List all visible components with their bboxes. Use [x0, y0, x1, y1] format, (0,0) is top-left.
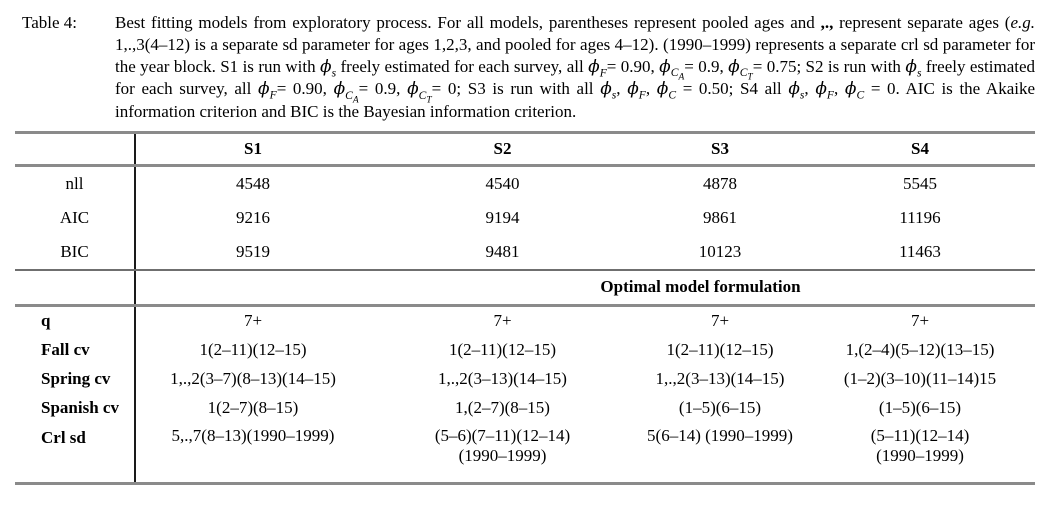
table-row-spanish-cv: Spanish cv 1(2–7)(8–15) 1,(2–7)(8–15) (1…: [15, 393, 1035, 423]
table-row-q: q 7+ 7+ 7+ 7+: [15, 305, 1035, 336]
phi-symbol: ϕCT: [728, 56, 753, 83]
phi-symbol: ϕF: [258, 79, 277, 102]
phi-symbol: ϕF: [627, 79, 646, 102]
cell: 11463: [805, 234, 1035, 271]
phi-symbol: ϕC: [844, 79, 865, 102]
cell: 1,(2–7)(8–15): [455, 398, 550, 418]
cell: 9481: [370, 234, 635, 271]
cell: (1–5)(6–15): [878, 398, 962, 418]
cell: 1(2–11)(12–15): [448, 340, 556, 360]
phi-symbol: ϕs: [600, 79, 617, 102]
row-label: Spring cv: [15, 364, 136, 394]
cell: 9194: [485, 207, 520, 227]
phi-symbol: ϕs: [788, 79, 805, 102]
cell: (5–11)(12–14) (1990–1999): [805, 422, 1035, 485]
cell: 1(2–11)(12–15): [666, 340, 774, 360]
cell: 1,.,2(3–7)(8–13)(14–15): [170, 369, 336, 389]
cell: 5545: [903, 173, 937, 193]
table-caption-number: Table 4:: [22, 13, 77, 32]
header-cell-s2: S2: [370, 130, 635, 167]
table-section-header-row: Optimal model formulation: [15, 269, 1035, 307]
phi-symbol: ϕC: [656, 79, 677, 102]
cell: 1(2–7)(8–15): [207, 398, 299, 418]
phi-symbol: ϕs: [905, 56, 922, 79]
cell: 7+: [243, 311, 263, 331]
cell: 1,.,2(3–13)(14–15): [438, 369, 567, 389]
cell: 4540: [485, 173, 520, 193]
cell: 4548: [236, 173, 270, 193]
row-label: AIC: [15, 200, 136, 235]
cell: 1,.,2(3–13)(14–15): [655, 369, 785, 389]
cell: 5(6–14) (1990–1999): [635, 422, 805, 485]
cell: 1(2–11)(12–15): [199, 340, 307, 360]
row-label: nll: [15, 165, 136, 201]
row-label: Crl sd: [15, 422, 136, 485]
phi-symbol: ϕCA: [659, 56, 685, 83]
table-caption: Table 4: Best fitting models from explor…: [22, 12, 1035, 123]
row-label: q: [15, 305, 136, 336]
cell: 5,.,7(8–13)(1990–1999): [135, 422, 370, 485]
table-header-row: S1 S2 S3 S4: [15, 130, 1035, 167]
phi-symbol: ϕCA: [333, 79, 359, 105]
cell: 10123: [635, 234, 805, 271]
cell: 7+: [493, 311, 512, 331]
cell: 7+: [910, 311, 930, 331]
table-row-fall-cv: Fall cv 1(2–11)(12–15) 1(2–11)(12–15) 1(…: [15, 335, 1035, 365]
cell: 9216: [236, 207, 270, 227]
cell: (1–2)(3–10)(11–14)15: [843, 369, 997, 389]
table-row-nll: nll 4548 4540 4878 5545: [15, 165, 1035, 201]
cell: 9861: [703, 207, 737, 227]
cell: 4878: [703, 173, 737, 193]
table-row-aic: AIC 9216 9194 9861 11196: [15, 200, 1035, 235]
cell: 9519: [135, 234, 370, 271]
row-label: BIC: [15, 234, 136, 271]
cell: 11196: [899, 207, 941, 227]
table-caption-text: Best fitting models from exploratory pro…: [115, 13, 1036, 121]
table-row-bic: BIC 9519 9481 10123 11463: [15, 234, 1035, 271]
header-empty-cell: [15, 130, 136, 167]
cell: (1–5)(6–15): [678, 398, 762, 418]
row-label: Fall cv: [15, 335, 136, 365]
phi-symbol: ϕCT: [407, 79, 432, 105]
cell: (5–6)(7–11)(12–14) (1990–1999): [370, 422, 635, 485]
header-cell-s3: S3: [635, 130, 805, 167]
best-fitting-models-table: S1 S2 S3 S4 nll 4548 4540 4878 5545 AIC …: [15, 130, 1035, 485]
cell: 1,(2–4)(5–12)(13–15): [845, 340, 995, 360]
row-label: Spanish cv: [15, 393, 136, 423]
table-row-spring-cv: Spring cv 1,.,2(3–7)(8–13)(14–15) 1,.,2(…: [15, 364, 1035, 394]
header-cell-s4: S4: [805, 130, 1035, 167]
phi-symbol: ϕF: [815, 79, 834, 102]
phi-symbol: ϕF: [588, 56, 607, 79]
cell: 7+: [710, 311, 730, 331]
table-row-crl-sd: Crl sd 5,.,7(8–13)(1990–1999) (5–6)(7–11…: [15, 422, 1035, 485]
section-title: Optimal model formulation: [135, 269, 1035, 307]
phi-symbol: ϕs: [320, 56, 337, 79]
section-empty-cell: [15, 269, 136, 307]
header-cell-s1: S1: [135, 130, 370, 167]
